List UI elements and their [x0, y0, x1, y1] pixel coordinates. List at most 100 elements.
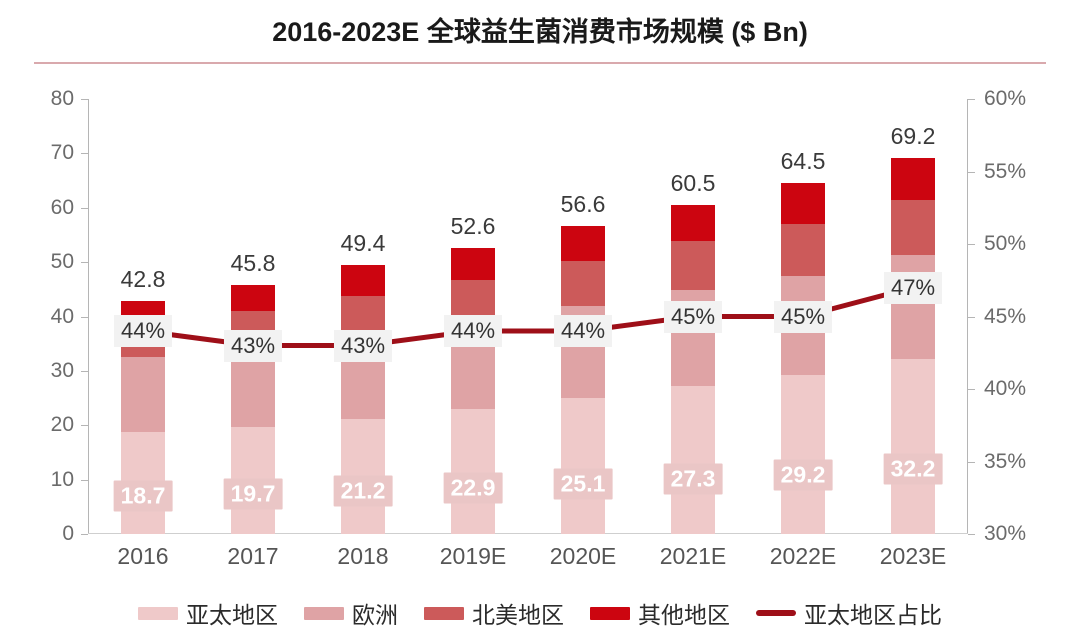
y-tick-right: [968, 171, 975, 173]
bar-apac-value-label: 21.2: [333, 475, 393, 507]
legend-color-swatch: [424, 606, 464, 620]
bar-segment[interactable]: [561, 260, 605, 306]
y-tick-label-left: 10: [50, 467, 74, 491]
apac-share-line: [140, 285, 916, 348]
bar-segment[interactable]: [891, 358, 935, 534]
legend-color-swatch: [590, 606, 630, 620]
y-tick-left: [81, 425, 88, 427]
legend-item[interactable]: 亚太地区占比: [756, 596, 942, 630]
page-title: 2016-2023E 全球益生菌消费市场规模 ($ Bn): [272, 17, 808, 47]
bar-segment[interactable]: [561, 226, 605, 261]
y-tick-label-left: 40: [50, 304, 74, 328]
bar-segment[interactable]: [231, 349, 275, 427]
y-tick-right: [968, 244, 975, 245]
y-tick-left: [81, 207, 88, 209]
bar-segment[interactable]: [451, 409, 495, 534]
y-tick-right: [968, 461, 975, 463]
legend-item[interactable]: 亚太地区: [138, 596, 278, 630]
x-tick-label: 2019E: [439, 543, 507, 569]
y-tick-left: [81, 316, 88, 318]
y-tick-label-right: 45%: [984, 304, 1027, 328]
title-divider: [34, 62, 1046, 64]
y-tick-left: [81, 262, 88, 264]
legend-line-swatch: [756, 610, 796, 616]
bar-segment[interactable]: [781, 183, 825, 225]
y-tick-right: [968, 316, 975, 318]
x-tick-label: 2018: [337, 543, 389, 569]
line-point-label: 47%: [883, 271, 943, 304]
y-tick-label-right: 35%: [984, 449, 1027, 473]
bar-segment[interactable]: [341, 265, 385, 296]
y-tick-label-left: 60: [50, 195, 74, 219]
legend-label: 亚太地区占比: [804, 602, 942, 628]
bar-segment[interactable]: [671, 205, 715, 242]
bar-segment[interactable]: [561, 397, 605, 534]
y-tick-left: [81, 370, 88, 372]
y-tick-label-right: 55%: [984, 159, 1027, 183]
y-tick-left: [81, 479, 88, 481]
line-point-label: 45%: [773, 300, 833, 333]
bar-segment[interactable]: [781, 224, 825, 277]
y-tick-label-right: 40%: [984, 377, 1027, 400]
bar-apac-value-label: 22.9: [443, 472, 503, 504]
x-tick-label: 2021E: [659, 543, 727, 569]
line-point-label: 44%: [113, 315, 173, 347]
bar-segment[interactable]: [231, 284, 275, 312]
bar-total-label: 52.6: [450, 213, 496, 239]
bar-apac-value-label: 19.7: [223, 478, 283, 510]
legend-label: 北美地区: [472, 602, 564, 628]
x-tick-label: 2022E: [769, 543, 837, 569]
y-tick-left: [81, 153, 88, 155]
x-tick-label: 2017: [227, 543, 279, 569]
legend-item[interactable]: 北美地区: [424, 596, 564, 630]
bar-segment[interactable]: [121, 357, 165, 433]
bar-total-label: 64.5: [780, 148, 826, 175]
bar-segment[interactable]: [891, 157, 935, 200]
y-tick-right: [968, 389, 975, 390]
bar-group[interactable]: 56.6 25.1: [553, 99, 613, 534]
y-tick-label-right: 50%: [984, 232, 1027, 255]
legend-item[interactable]: 欧洲: [304, 596, 398, 630]
bar-total-label: 69.2: [890, 122, 936, 149]
bar-total-label: 60.5: [670, 170, 716, 197]
bar-segment[interactable]: [671, 241, 715, 291]
y-tick-label-right: 30%: [984, 522, 1027, 545]
bar-segment[interactable]: [451, 248, 495, 280]
legend-color-swatch: [304, 606, 344, 620]
legend-label: 其他地区: [638, 602, 730, 628]
y-tick-label-left: 70: [50, 141, 74, 165]
chart-legend: 亚太地区 欧洲 北美地区 其他地区 亚太地区占比: [0, 596, 1080, 630]
y-tick-label-left: 0: [62, 522, 74, 545]
y-tick-label-left: 30: [50, 358, 74, 382]
bar-segment[interactable]: [891, 199, 935, 256]
x-tick-label: 2016: [117, 543, 169, 569]
bar-total-label: 42.8: [120, 266, 166, 293]
legend-item[interactable]: 其他地区: [590, 596, 730, 630]
bar-apac-value-label: 18.7: [113, 480, 173, 512]
bar-group[interactable]: 45.8 19.7: [223, 99, 283, 534]
y-tick-label-left: 20: [50, 413, 74, 437]
legend-label: 亚太地区: [186, 602, 278, 628]
bar-segment[interactable]: [671, 385, 715, 534]
legend-color-swatch: [138, 606, 178, 620]
line-point-label: 44%: [443, 315, 503, 347]
plot-area: 0 10 20 30 40 50 60 70 80 30% 35% 40% 45% 50% 55% 60% …: [51, 87, 1026, 569]
line-point-label: 43%: [223, 329, 283, 362]
x-tick-label: 2023E: [879, 543, 947, 569]
bar-segment[interactable]: [781, 375, 825, 534]
bar-apac-value-label: 29.2: [773, 459, 833, 491]
bar-group[interactable]: 69.2 32.2: [883, 99, 943, 534]
bar-total-label: 49.4: [340, 230, 386, 257]
x-axis-line: [88, 533, 968, 534]
bar-group[interactable]: 49.4 21.2: [333, 99, 393, 534]
bar-total-label: 56.6: [560, 191, 606, 218]
line-point-label: 45%: [663, 300, 723, 333]
y-tick-label-right: 60%: [984, 87, 1027, 110]
bar-apac-value-label: 32.2: [883, 453, 943, 485]
y-axis-left-line: [88, 99, 89, 534]
y-tick-right: [968, 99, 975, 100]
x-tick-label: 2020E: [549, 543, 617, 569]
bar-total-label: 45.8: [230, 249, 276, 276]
y-axis-right-line: [967, 99, 968, 534]
